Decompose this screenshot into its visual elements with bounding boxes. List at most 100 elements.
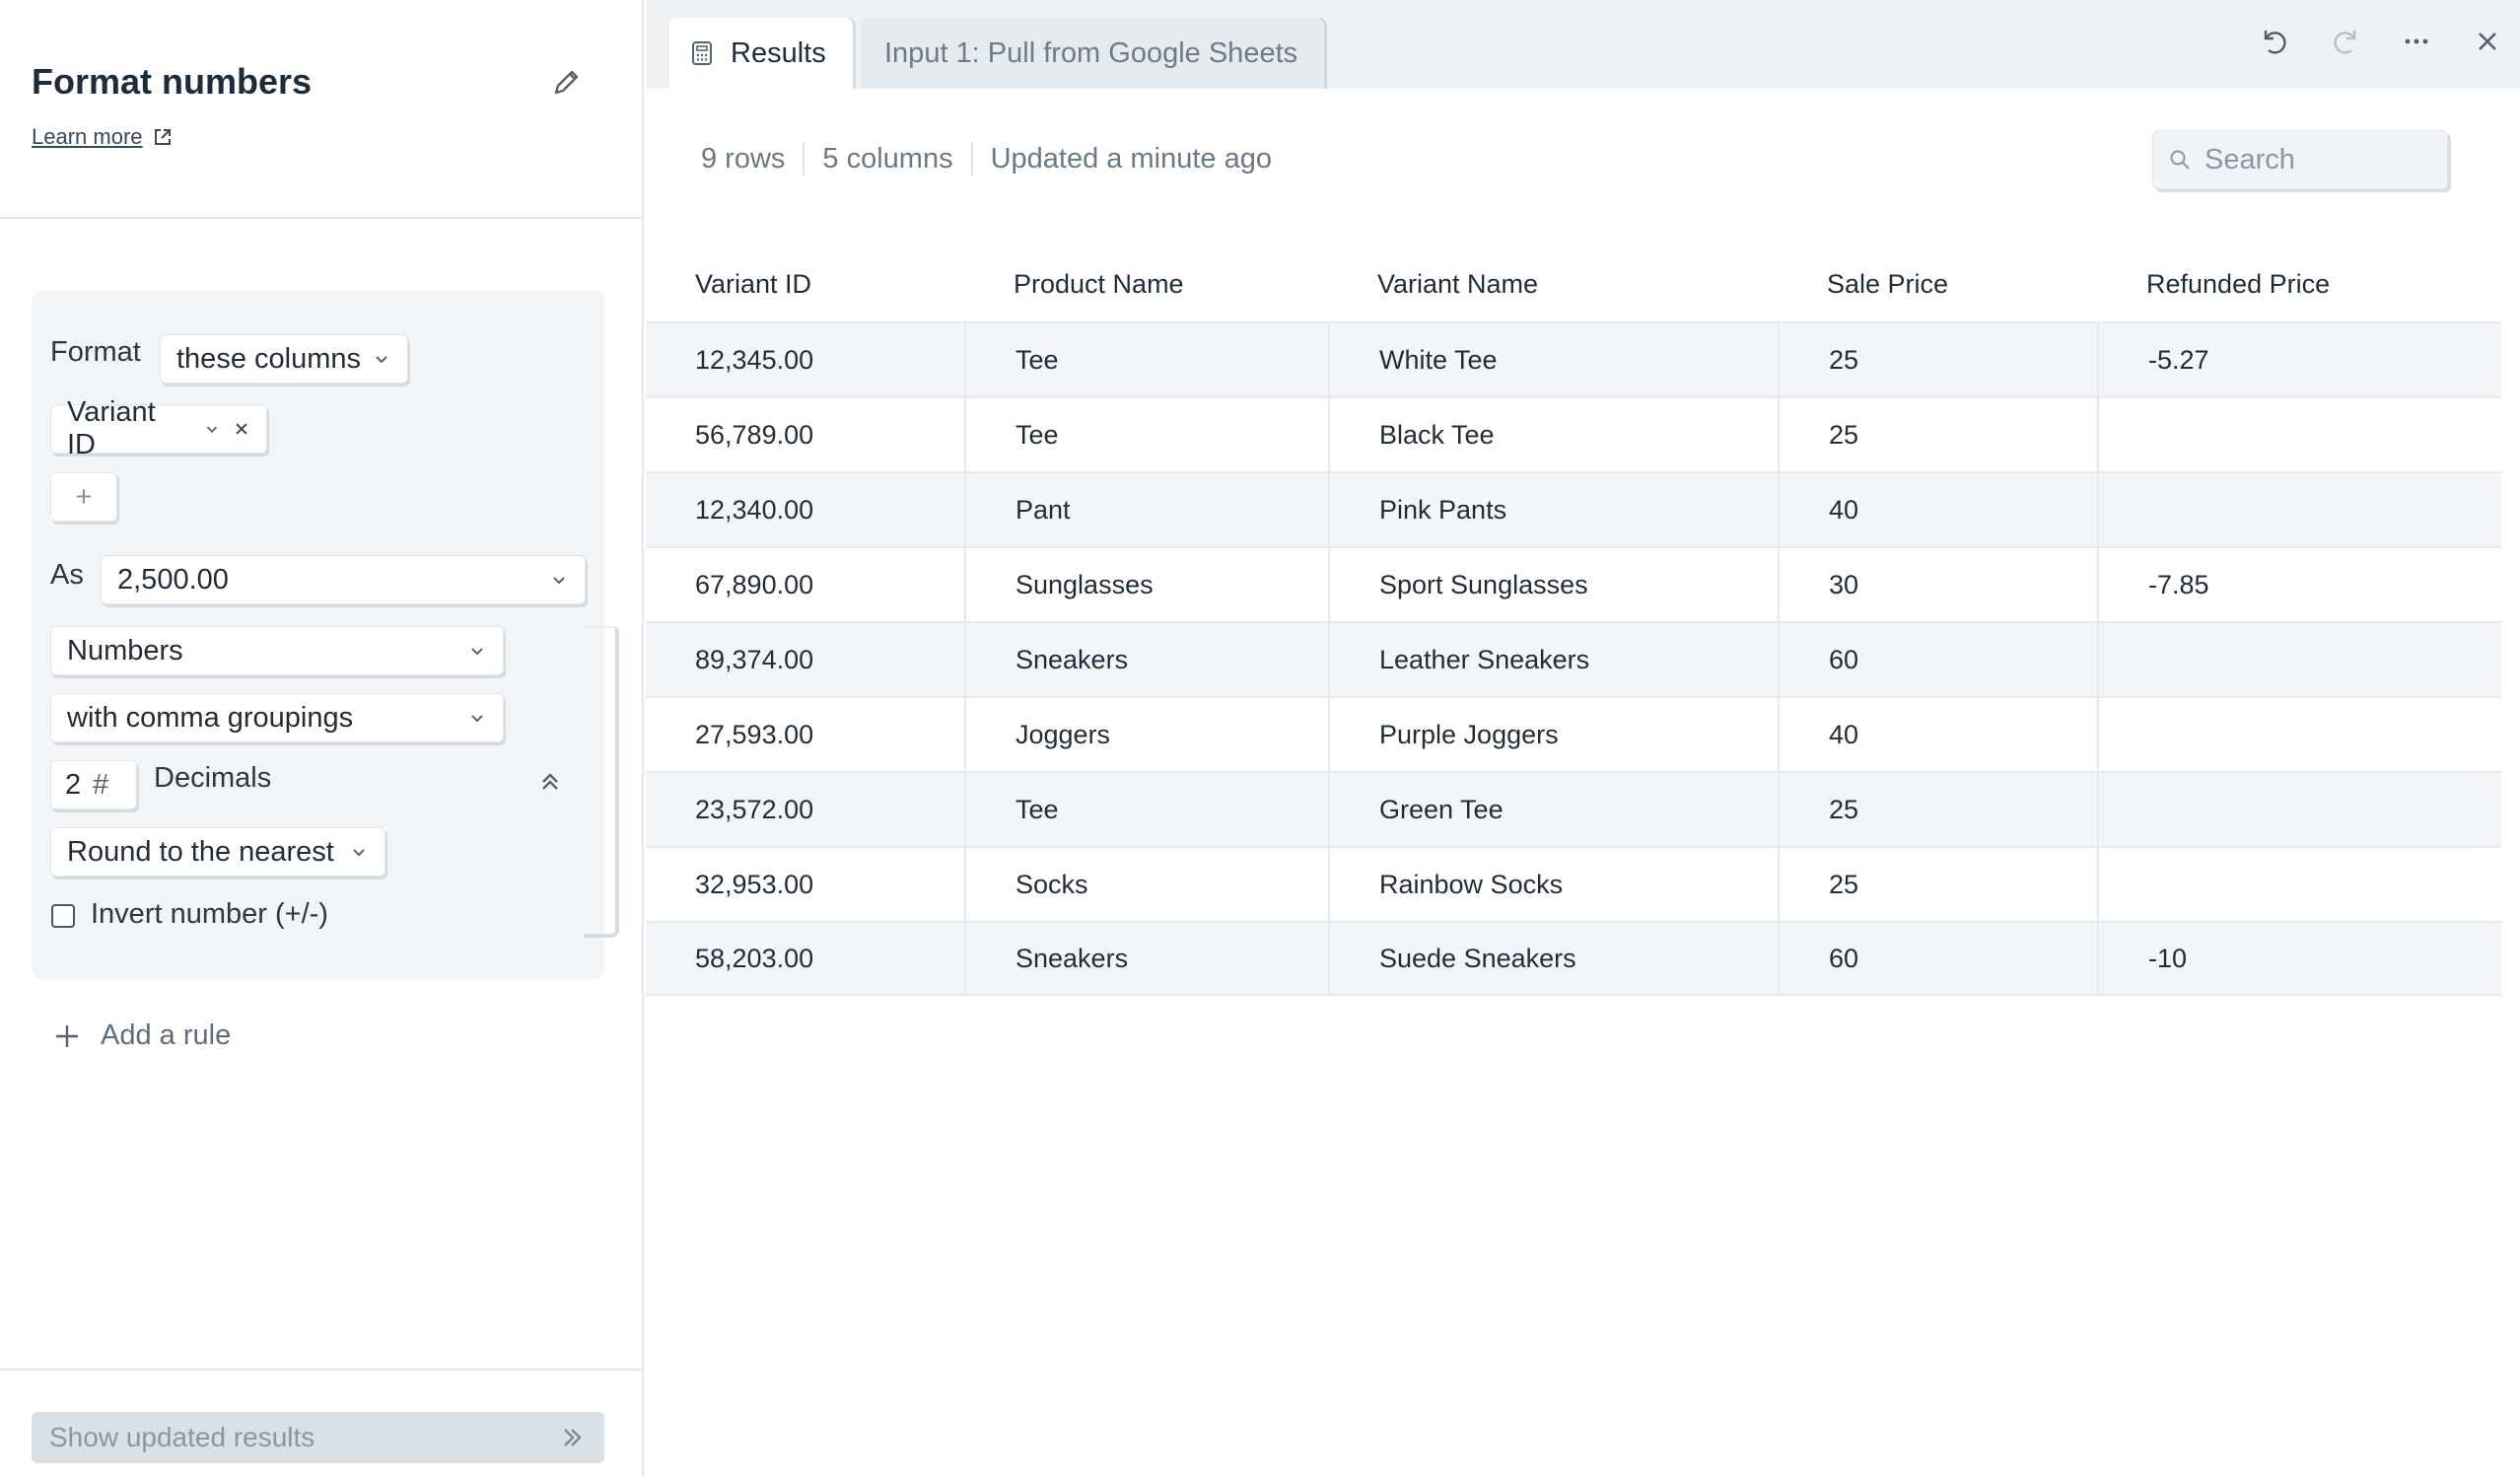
meta-divider [803,142,805,176]
double-chevron-right-icon [564,1429,582,1446]
header-variant-id[interactable]: Variant ID [695,268,812,299]
redo-icon[interactable] [2326,22,2365,61]
table-cell: 25 [1778,398,2097,471]
format-label: Format [50,336,141,368]
table-cell: Leather Sneakers [1328,623,1778,696]
plus-icon [56,1024,78,1047]
tab-results[interactable]: Results [669,18,853,89]
table-cell: 25 [1778,323,2097,396]
columns-mode-value: these columns [176,342,361,375]
add-rule-button[interactable]: Add a rule [53,1020,231,1052]
learn-more-link[interactable]: Learn more [32,124,173,150]
table-row: 32,953.00 Socks Rainbow Socks 25 [646,846,2501,921]
table-cell [2097,848,2501,921]
more-icon[interactable] [2397,22,2436,61]
search-icon [2170,150,2190,170]
table-cell: -5.27 [2097,323,2501,396]
chevron-down-icon [553,577,565,585]
learn-more-label: Learn more [32,124,143,149]
chevron-down-icon [207,426,218,433]
external-link-icon [154,129,171,145]
undo-icon[interactable] [2255,22,2294,61]
table-cell: 67,890.00 [695,569,814,599]
table-cell [2097,698,2501,771]
header-variant-name[interactable]: Variant Name [1377,268,1539,299]
add-rule-label: Add a rule [101,1020,232,1051]
header-product-name[interactable]: Product Name [1014,268,1184,299]
add-column-button[interactable]: + [50,472,117,522]
decimals-value: 2 [65,768,82,801]
table-cell: 12,345.00 [695,344,814,375]
pencil-icon[interactable] [546,63,586,103]
table-cell: Rainbow Socks [1328,848,1778,921]
table-cell: Sneakers [964,923,1328,994]
columns-mode-dropdown[interactable]: these columns [160,334,408,384]
table-cell: Sunglasses [964,548,1328,621]
header-refunded-price[interactable]: Refunded Price [2146,268,2331,299]
close-icon[interactable] [2468,22,2507,61]
meta-divider [970,142,973,176]
add-column-label: + [75,480,93,513]
column-chip-variant-id[interactable]: Variant ID [50,396,267,460]
number-type-dropdown[interactable]: Numbers [50,626,504,675]
table-cell: Green Tee [1328,773,1778,846]
collapse-chevron-icon[interactable] [536,768,564,796]
table-cell [2097,398,2501,471]
format-preview-dropdown[interactable]: 2,500.00 [101,555,586,604]
grouping-value: with comma groupings [67,701,354,734]
table-cell: Socks [964,848,1328,921]
invert-checkbox[interactable] [51,904,75,928]
format-rule-card: Format these columns Variant ID + As 2,5… [32,291,619,979]
format-preview-value: 2,500.00 [117,563,229,596]
table-cell: 12,340.00 [695,494,814,525]
table-cell: 40 [1778,698,2097,771]
invert-label: Invert number (+/-) [91,898,328,930]
table-cell: Joggers [964,698,1328,771]
show-updated-results-button[interactable]: Show updated results [32,1412,604,1463]
header-sale-price[interactable]: Sale Price [1827,268,1949,299]
results-table: Variant ID Product Name Variant Name Sal… [646,246,2501,996]
table-row: 12,340.00 Pant Pink Pants 40 [646,471,2501,546]
tab-results-label: Results [731,36,826,69]
table-cell: Tee [964,323,1328,396]
rounding-dropdown[interactable]: Round to the nearest [50,827,385,877]
search-input[interactable]: Search [2152,130,2448,189]
table-cell: 60 [1778,923,2097,994]
table-cell: 60 [1778,623,2097,696]
step-config-panel: Format numbers Learn more Format these c… [0,0,644,1477]
remove-column-icon[interactable] [233,420,250,438]
table-cell: Tee [964,773,1328,846]
table-cell: 27,593.00 [695,719,814,749]
tab-bar: Results Input 1: Pull from Google Sheets [646,0,2520,89]
chevron-down-icon [376,356,387,364]
table-cell: Suede Sneakers [1328,923,1778,994]
table-row: 56,789.00 Tee Black Tee 25 [646,396,2501,471]
results-meta: 9 rows 5 columns Updated a minute ago [701,142,1272,176]
table-cell: 40 [1778,473,2097,546]
table-cell: 30 [1778,548,2097,621]
tab-input-1[interactable]: Input 1: Pull from Google Sheets [861,18,1324,89]
tab-input-label: Input 1: Pull from Google Sheets [884,36,1298,69]
table-cell [2097,623,2501,696]
grouping-dropdown[interactable]: with comma groupings [50,693,504,742]
table-row: 23,572.00 Tee Green Tee 25 [646,771,2501,846]
panel-header: Format numbers Learn more [0,0,642,219]
table-row: 58,203.00 Sneakers Suede Sneakers 60 -10 [646,921,2501,996]
table-header: Variant ID Product Name Variant Name Sal… [646,246,2501,321]
number-hash-icon: # [93,768,109,801]
updated-time: Updated a minute ago [990,142,1272,175]
search-placeholder: Search [2205,143,2295,176]
table-cell: 89,374.00 [695,644,814,674]
table-row: 67,890.00 Sunglasses Sport Sunglasses 30… [646,546,2501,621]
column-chip-label: Variant ID [67,396,156,460]
chevron-down-icon [353,849,365,857]
table-cell: 56,789.00 [695,419,814,450]
show-results-label: Show updated results [49,1422,315,1452]
panel-footer: Show updated results [0,1369,642,1477]
number-type-value: Numbers [67,634,183,667]
table-cell: White Tee [1328,323,1778,396]
decimals-input[interactable]: 2 # [50,760,137,809]
as-label: As [50,559,84,591]
table-cell: 25 [1778,773,2097,846]
table-cell: Pant [964,473,1328,546]
